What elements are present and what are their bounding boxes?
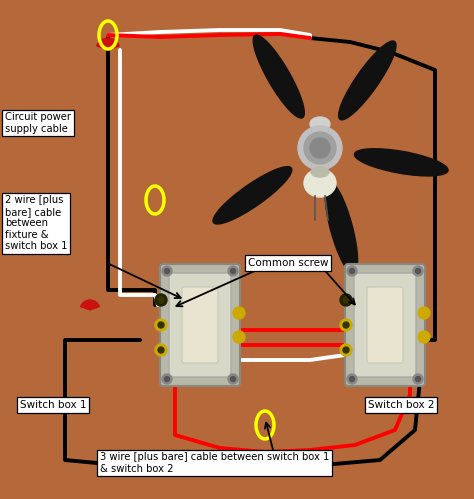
FancyBboxPatch shape [354, 273, 416, 377]
Circle shape [416, 377, 420, 382]
FancyBboxPatch shape [160, 264, 240, 386]
Circle shape [155, 319, 167, 331]
Circle shape [340, 344, 352, 356]
Ellipse shape [213, 167, 292, 224]
Circle shape [155, 344, 167, 356]
Ellipse shape [304, 169, 336, 197]
Circle shape [340, 319, 352, 331]
Circle shape [233, 307, 245, 319]
Text: 2 wire [plus
bare] cable
between
fixture &
switch box 1: 2 wire [plus bare] cable between fixture… [5, 195, 67, 251]
Circle shape [298, 126, 342, 170]
Circle shape [340, 294, 352, 306]
Circle shape [164, 268, 170, 273]
Text: Common screw: Common screw [248, 258, 328, 268]
Circle shape [349, 377, 355, 382]
Circle shape [228, 266, 238, 276]
Circle shape [416, 268, 420, 273]
Ellipse shape [325, 182, 357, 273]
Circle shape [230, 377, 236, 382]
Circle shape [343, 322, 349, 328]
Circle shape [228, 374, 238, 384]
Circle shape [155, 294, 167, 306]
Text: Switch box 2: Switch box 2 [368, 400, 435, 410]
Ellipse shape [338, 41, 396, 120]
Circle shape [413, 266, 423, 276]
Wedge shape [81, 300, 100, 310]
Circle shape [343, 347, 349, 353]
Circle shape [164, 377, 170, 382]
Circle shape [304, 132, 336, 164]
Circle shape [233, 331, 245, 343]
Circle shape [230, 268, 236, 273]
Circle shape [343, 297, 349, 303]
Circle shape [347, 266, 357, 276]
FancyBboxPatch shape [345, 264, 425, 386]
Text: Circuit power
supply cable: Circuit power supply cable [5, 112, 71, 134]
FancyBboxPatch shape [182, 287, 218, 363]
Circle shape [418, 331, 430, 343]
Circle shape [349, 268, 355, 273]
Ellipse shape [355, 149, 448, 176]
FancyBboxPatch shape [169, 273, 231, 377]
Ellipse shape [311, 167, 329, 177]
Ellipse shape [310, 117, 330, 131]
Circle shape [310, 138, 330, 158]
Circle shape [158, 322, 164, 328]
Circle shape [347, 374, 357, 384]
Circle shape [413, 374, 423, 384]
Circle shape [162, 374, 172, 384]
Circle shape [162, 266, 172, 276]
Text: Switch box 1: Switch box 1 [20, 400, 86, 410]
Ellipse shape [253, 35, 304, 118]
Wedge shape [97, 38, 119, 50]
FancyBboxPatch shape [367, 287, 403, 363]
Circle shape [158, 347, 164, 353]
Circle shape [418, 307, 430, 319]
Text: 3 wire [plus bare] cable between switch box 1
& switch box 2: 3 wire [plus bare] cable between switch … [100, 452, 329, 474]
Circle shape [158, 297, 164, 303]
